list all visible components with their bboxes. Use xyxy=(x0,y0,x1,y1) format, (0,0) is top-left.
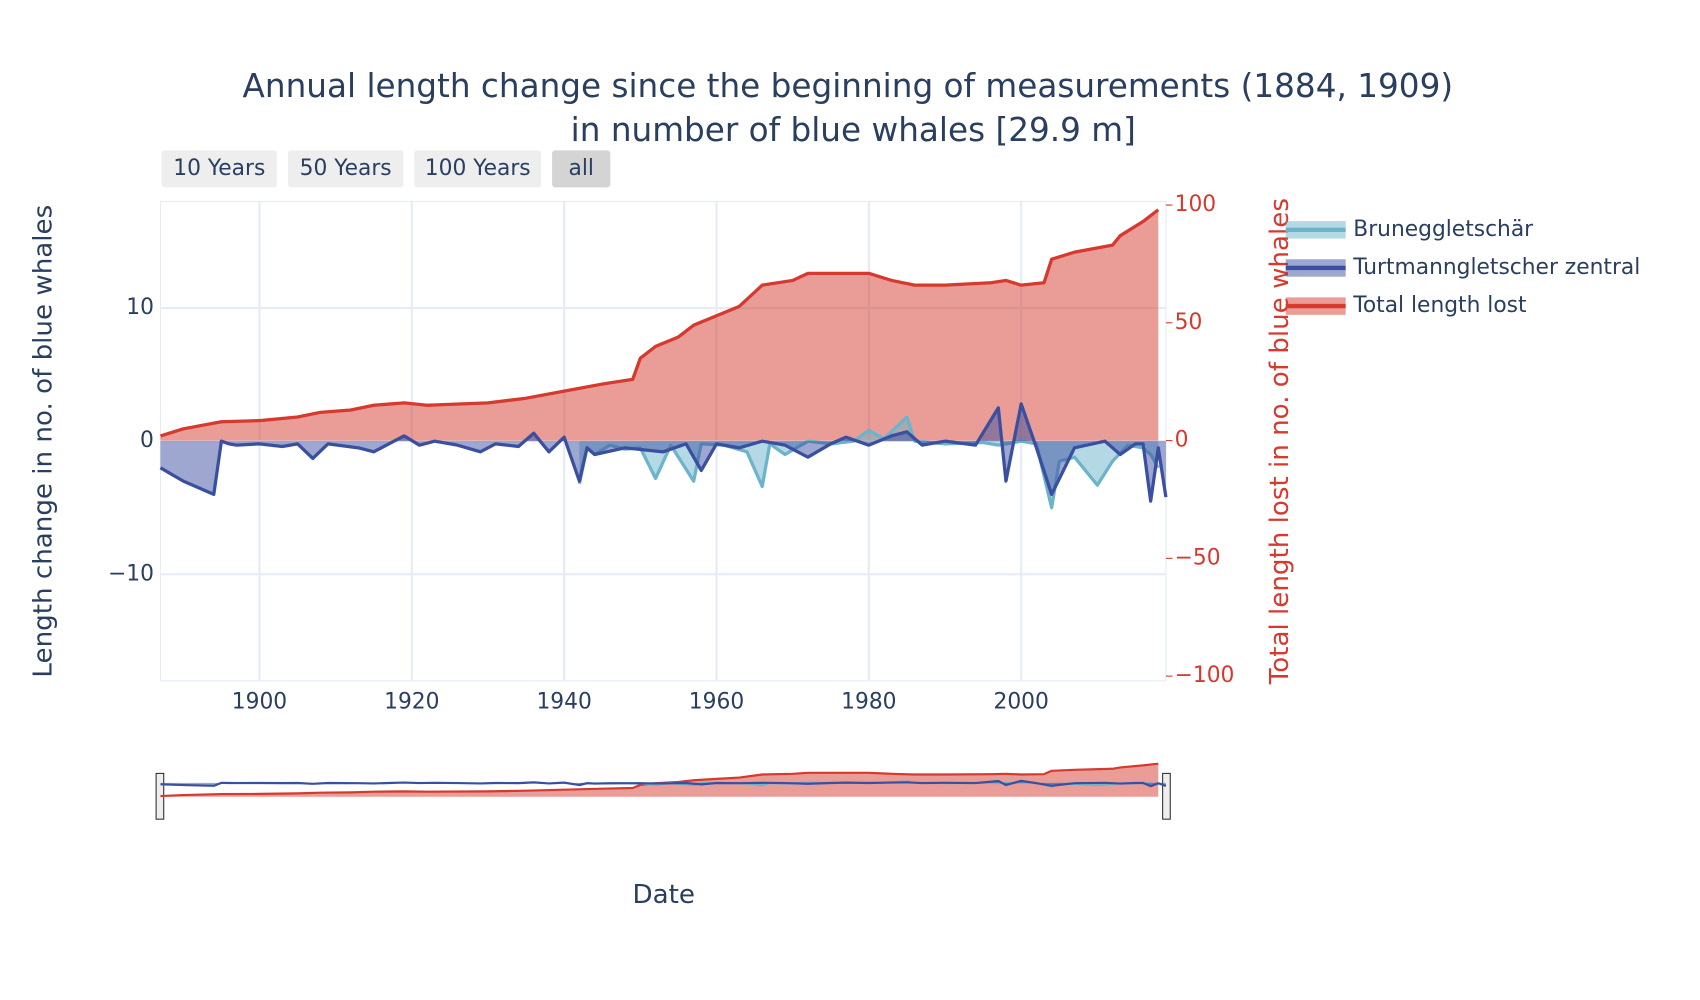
x-tick-label: 1900 xyxy=(232,690,287,715)
range-button[interactable]: all xyxy=(552,150,611,188)
range-button-bg xyxy=(414,150,542,188)
series-line xyxy=(159,402,1168,503)
range-button[interactable]: 10 Years xyxy=(161,150,278,188)
range-button-label: 100 Years xyxy=(425,156,531,181)
range-button-bg xyxy=(287,150,404,188)
y2-tick-label: 50 xyxy=(1175,310,1203,335)
y-tick-label: 0 xyxy=(140,428,154,453)
range-button-label: 50 Years xyxy=(300,156,392,181)
legend-label: Turtmanngletscher zentral xyxy=(1352,255,1640,280)
y-axis-title: Length change in no. of blue whales xyxy=(28,205,58,678)
x-tick-label: 1960 xyxy=(689,690,744,715)
range-button-label: 10 Years xyxy=(173,156,265,181)
series-fill xyxy=(160,209,1159,441)
x-axis-title: Date xyxy=(632,880,694,910)
x-tick-label: 1980 xyxy=(841,690,896,715)
x-tick-label: 1920 xyxy=(384,690,439,715)
x-tick-label: 2000 xyxy=(993,690,1048,715)
legend-label: Bruneggletschär xyxy=(1353,217,1533,242)
chart-title: Annual length change since the beginning… xyxy=(243,67,1454,105)
x-tick-label: 1940 xyxy=(536,690,591,715)
range-button[interactable]: 100 Years xyxy=(414,150,542,188)
rangeslider-fill xyxy=(160,763,1159,797)
rangeslider-handle[interactable] xyxy=(1162,772,1171,820)
y2-tick-label: −50 xyxy=(1175,545,1221,570)
y2-tick-label: −100 xyxy=(1175,663,1235,688)
range-button-bg xyxy=(552,150,611,188)
y2-tick-label: 0 xyxy=(1175,428,1189,453)
y-tick-label: 10 xyxy=(126,295,154,320)
series-line xyxy=(159,208,1160,438)
y2-tick-label: 100 xyxy=(1175,192,1217,217)
range-button[interactable]: 50 Years xyxy=(287,150,404,188)
range-button-bg xyxy=(161,150,278,188)
y2-axis-title: Total length lost in no. of blue whales xyxy=(1265,198,1295,685)
range-button-label: all xyxy=(568,156,593,181)
legend-label: Total length lost xyxy=(1352,293,1527,318)
y-tick-label: −10 xyxy=(108,561,154,586)
rangeslider-line xyxy=(160,779,1167,788)
rangeslider-line xyxy=(160,762,1159,798)
chart-title: in number of blue whales [29.9 m] xyxy=(571,111,1136,149)
